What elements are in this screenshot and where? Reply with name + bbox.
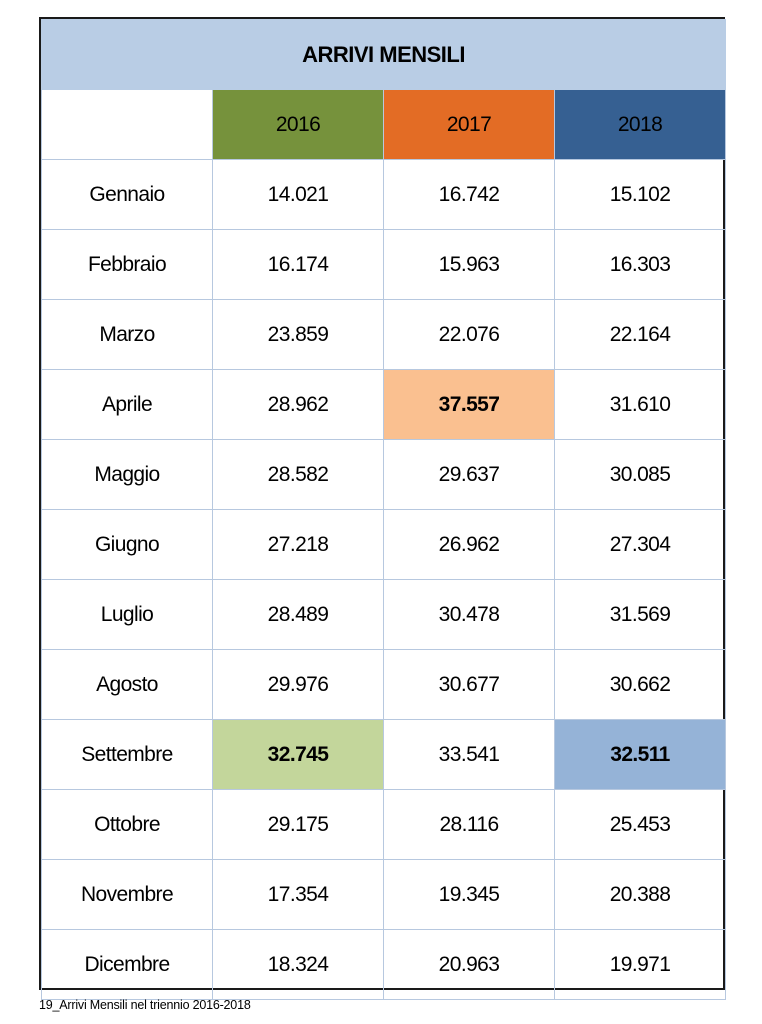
month-label: Luglio <box>41 579 213 650</box>
month-label: Dicembre <box>41 929 213 1000</box>
value-cell: 27.218 <box>212 509 384 580</box>
month-label: Gennaio <box>41 159 213 230</box>
month-label: Ottobre <box>41 789 213 860</box>
value-cell: 16.174 <box>212 229 384 300</box>
value-cell: 28.962 <box>212 369 384 440</box>
value-cell: 20.963 <box>383 929 555 1000</box>
value-cell: 15.102 <box>553 159 727 230</box>
value-cell: 17.354 <box>212 859 384 930</box>
month-label: Marzo <box>41 299 213 370</box>
monthly-arrivals-table: ARRIVI MENSILI 2016 2017 2018 Gennaio 14.… <box>39 17 727 1000</box>
value-cell: 30.085 <box>553 439 727 510</box>
value-cell: 28.116 <box>383 789 555 860</box>
month-label: Febbraio <box>41 229 213 300</box>
value-cell: 15.963 <box>383 229 555 300</box>
value-cell: 30.478 <box>383 579 555 650</box>
month-label: Giugno <box>41 509 213 580</box>
value-cell: 29.976 <box>212 649 384 720</box>
table-row: Settembre 32.745 33.541 32.511 <box>41 719 727 790</box>
highlighted-value-cell: 37.557 <box>383 369 555 440</box>
highlighted-value-cell: 32.745 <box>212 719 384 790</box>
value-cell: 20.388 <box>553 859 727 930</box>
highlighted-value-cell: 32.511 <box>553 719 727 790</box>
table-caption: 19_Arrivi Mensili nel triennio 2016-2018 <box>39 998 251 1012</box>
table-row: Maggio 28.582 29.637 30.085 <box>41 439 727 510</box>
value-cell: 23.859 <box>212 299 384 370</box>
table-row: Aprile 28.962 37.557 31.610 <box>41 369 727 440</box>
value-cell: 14.021 <box>212 159 384 230</box>
value-cell: 33.541 <box>383 719 555 790</box>
value-cell: 22.076 <box>383 299 555 370</box>
value-cell: 26.962 <box>383 509 555 580</box>
table-row: Novembre 17.354 19.345 20.388 <box>41 859 727 930</box>
table-title: ARRIVI MENSILI <box>40 19 727 90</box>
table-row: Agosto 29.976 30.677 30.662 <box>41 649 727 720</box>
value-cell: 28.489 <box>212 579 384 650</box>
month-label: Agosto <box>41 649 213 720</box>
value-cell: 19.971 <box>553 929 727 1000</box>
month-label: Aprile <box>41 369 213 440</box>
table-row: Dicembre 18.324 20.963 19.971 <box>41 929 727 1000</box>
value-cell: 22.164 <box>553 299 727 370</box>
month-label: Novembre <box>41 859 213 930</box>
table-row: Marzo 23.859 22.076 22.164 <box>41 299 727 370</box>
value-cell: 29.637 <box>383 439 555 510</box>
value-cell: 30.662 <box>553 649 727 720</box>
table-row: Gennaio 14.021 16.742 15.102 <box>41 159 727 230</box>
value-cell: 27.304 <box>553 509 727 580</box>
value-cell: 29.175 <box>212 789 384 860</box>
value-cell: 31.610 <box>553 369 727 440</box>
column-header-2018: 2018 <box>553 89 727 160</box>
table-row: Luglio 28.489 30.478 31.569 <box>41 579 727 650</box>
value-cell: 28.582 <box>212 439 384 510</box>
value-cell: 31.569 <box>553 579 727 650</box>
table-row: Febbraio 16.174 15.963 16.303 <box>41 229 727 300</box>
corner-cell <box>41 89 213 160</box>
value-cell: 30.677 <box>383 649 555 720</box>
value-cell: 18.324 <box>212 929 384 1000</box>
column-header-2016: 2016 <box>212 89 384 160</box>
table-row: Ottobre 29.175 28.116 25.453 <box>41 789 727 860</box>
month-label: Maggio <box>41 439 213 510</box>
month-label: Settembre <box>41 719 213 790</box>
value-cell: 19.345 <box>383 859 555 930</box>
value-cell: 25.453 <box>553 789 727 860</box>
column-header-2017: 2017 <box>383 89 555 160</box>
table-row: Giugno 27.218 26.962 27.304 <box>41 509 727 580</box>
value-cell: 16.303 <box>553 229 727 300</box>
value-cell: 16.742 <box>383 159 555 230</box>
